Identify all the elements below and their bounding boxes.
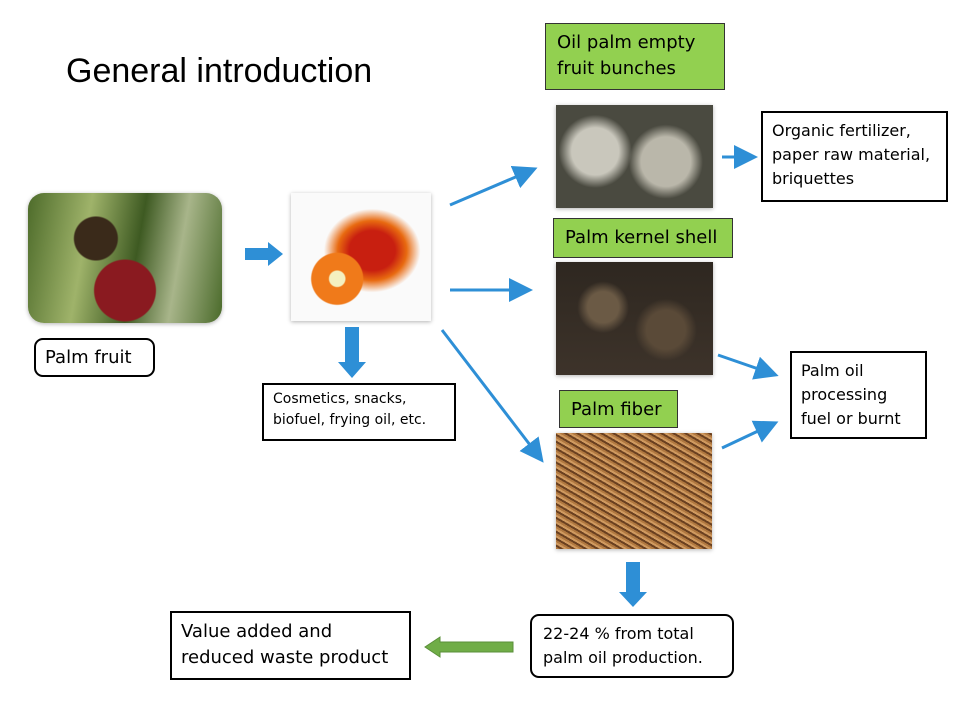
share-box: 22-24 % from total palm oil production. bbox=[530, 614, 734, 678]
efb-use-box: Organic fertilizer, paper raw material, … bbox=[761, 111, 948, 202]
palm-fruit-uses-box: Cosmetics, snacks, biofuel, frying oil, … bbox=[262, 383, 456, 441]
palm-fiber-image bbox=[556, 433, 712, 549]
slide-title: General introduction bbox=[66, 52, 373, 90]
palm-fruit-label: Palm fruit bbox=[34, 338, 155, 377]
fiber-label: Palm fiber bbox=[559, 390, 678, 428]
arrow-to-efb bbox=[449, 166, 538, 207]
arrow-shell-to-fuel bbox=[717, 353, 779, 380]
value-added-box: Value added and reduced waste product bbox=[170, 611, 411, 680]
fuel-box: Palm oil processing fuel or burnt bbox=[790, 351, 927, 439]
block-arrow-down-uses bbox=[338, 327, 366, 378]
efb-label: Oil palm empty fruit bunches bbox=[545, 23, 725, 90]
palm-kernel-shell-image bbox=[556, 262, 713, 375]
palm-tree-image bbox=[28, 193, 222, 323]
arrow-to-fiber bbox=[440, 329, 544, 463]
block-arrow-down-share bbox=[619, 562, 647, 607]
empty-fruit-bunches-image bbox=[556, 105, 713, 208]
shell-label: Palm kernel shell bbox=[553, 218, 733, 258]
block-arrow-left-green bbox=[424, 636, 514, 658]
arrow-fiber-to-fuel bbox=[721, 420, 779, 450]
palm-fruit-image bbox=[291, 193, 431, 321]
block-arrow-right bbox=[245, 242, 283, 266]
